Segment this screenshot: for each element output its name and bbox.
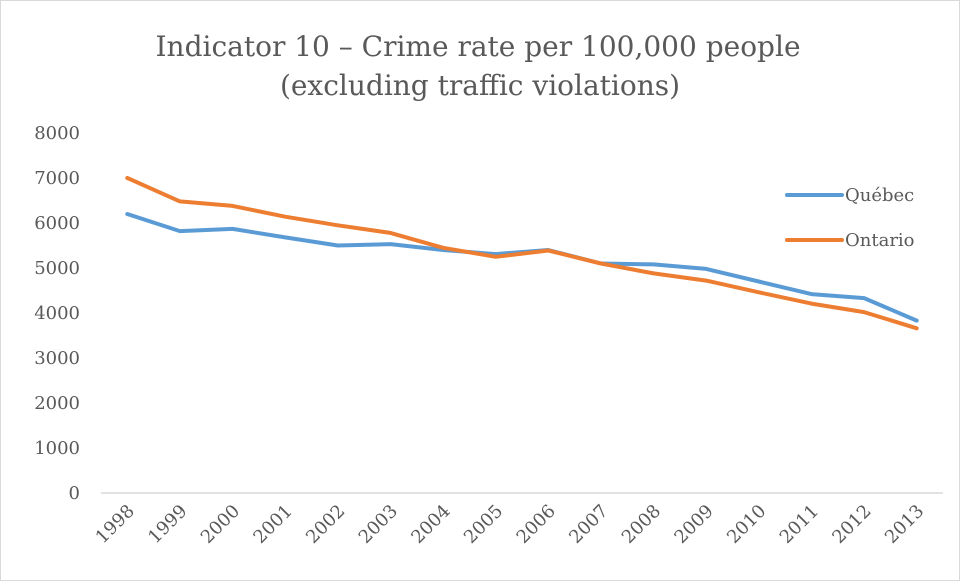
y-tick-label: 5000 [34, 258, 80, 279]
chart-subtitle: (excluding traffic violations) [280, 69, 680, 102]
x-tick-label: 2002 [302, 501, 349, 548]
y-tick-label: 2000 [34, 393, 80, 414]
x-tick-label: 2013 [881, 501, 928, 548]
series-lines [125, 176, 919, 331]
x-tick-label: 2011 [776, 501, 823, 548]
y-axis-ticks: 0 1000 2000 3000 4000 5000 6000 7000 8000 [34, 123, 80, 504]
x-tick-label: 2006 [513, 501, 560, 548]
y-tick-label: 1000 [34, 438, 80, 459]
x-tick-label: 2000 [197, 501, 244, 548]
x-tick-label: 2009 [670, 501, 717, 548]
x-tick-label: 2010 [723, 501, 770, 548]
y-tick-label: 3000 [34, 348, 80, 369]
y-tick-label: 6000 [34, 213, 80, 234]
x-tick-label: 2003 [355, 501, 402, 548]
y-tick-label: 8000 [34, 123, 80, 144]
y-tick-label: 4000 [34, 303, 80, 324]
x-tick-label: 2001 [249, 501, 296, 548]
chart-title: Indicator 10 – Crime rate per 100,000 pe… [155, 30, 800, 63]
x-tick-label: 2007 [565, 501, 612, 548]
x-tick-label: 1999 [144, 501, 191, 548]
x-tick-label: 2008 [618, 501, 665, 548]
series-line-qubec [125, 212, 919, 323]
x-tick-label: 2012 [828, 501, 875, 548]
legend: Québec Ontario [785, 185, 915, 251]
legend-label: Québec [845, 185, 914, 206]
legend-label: Ontario [845, 230, 915, 251]
x-tick-label: 1998 [92, 501, 139, 548]
y-tick-label: 7000 [34, 168, 80, 189]
y-tick-label: 0 [69, 483, 80, 504]
x-tick-label: 2004 [407, 501, 454, 548]
series-line-ontario [125, 176, 919, 331]
x-axis-ticks: 1998 1999 2000 2001 2002 2003 2004 2005 2006 2007… [92, 501, 929, 548]
x-tick-label: 2005 [460, 501, 507, 548]
